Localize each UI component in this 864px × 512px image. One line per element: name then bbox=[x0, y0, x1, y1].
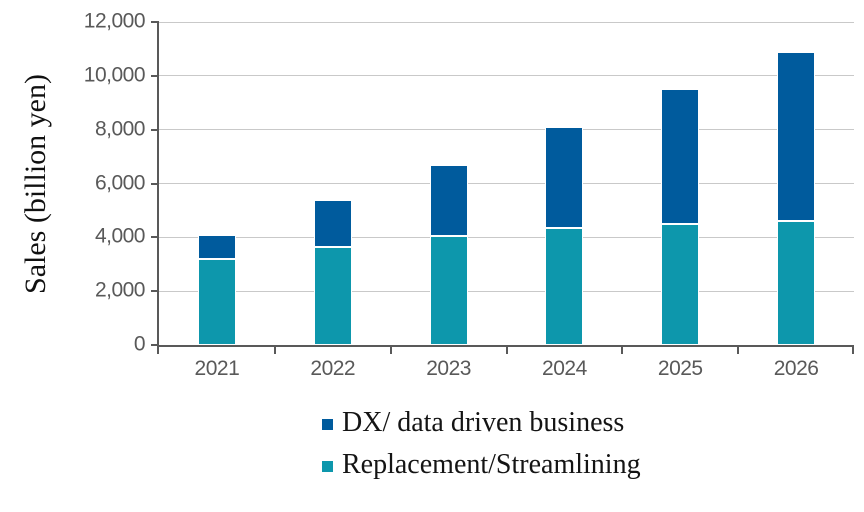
gridline bbox=[159, 290, 854, 292]
y-tick-label: 0 bbox=[133, 332, 146, 356]
y-tick-mark bbox=[151, 236, 159, 239]
x-tick-label: 2025 bbox=[657, 357, 703, 380]
legend-swatch-icon bbox=[322, 460, 333, 472]
bar-segment-replacement-streamlining bbox=[429, 236, 468, 345]
x-tick-mark bbox=[157, 347, 159, 354]
gridline bbox=[159, 75, 854, 77]
gridline bbox=[159, 183, 854, 184]
legend: DX/ data driven business Replacement/Stre… bbox=[322, 407, 641, 481]
y-tick-mark bbox=[151, 182, 159, 185]
bar-segment-dx-data-driven-business bbox=[661, 89, 700, 224]
y-tick-mark bbox=[151, 344, 159, 346]
legend-label: Replacement/Streamlining bbox=[342, 448, 641, 480]
y-tick-label: 2,000 bbox=[94, 278, 146, 302]
y-tick-mark bbox=[151, 290, 159, 293]
y-tick-mark bbox=[151, 128, 159, 131]
y-tick-label: 12,000 bbox=[83, 9, 146, 33]
y-tick-label: 8,000 bbox=[94, 117, 146, 141]
x-tick-mark bbox=[852, 347, 854, 354]
x-tick-label: 2021 bbox=[194, 357, 240, 380]
y-tick-label: 4,000 bbox=[94, 224, 146, 248]
gridline bbox=[159, 129, 854, 131]
bar-segment-dx-data-driven-business bbox=[777, 51, 816, 222]
bar-segment-dx-data-driven-business bbox=[429, 164, 468, 236]
bar-segment-replacement-streamlining bbox=[197, 258, 236, 345]
x-tick-mark bbox=[389, 347, 392, 354]
bar-segment-dx-data-driven-business bbox=[197, 234, 236, 259]
x-tick-label: 2026 bbox=[773, 357, 819, 380]
gridline bbox=[159, 236, 854, 238]
legend-label: DX/ data driven business bbox=[342, 407, 625, 438]
x-tick-label: 2023 bbox=[426, 357, 471, 380]
bar-segment-replacement-streamlining bbox=[777, 221, 816, 345]
x-tick-mark bbox=[621, 347, 624, 354]
bar-segment-replacement-streamlining bbox=[545, 227, 584, 345]
y-tick-label: 10,000 bbox=[83, 63, 146, 87]
x-tick-mark bbox=[737, 347, 740, 354]
x-tick-label: 2022 bbox=[310, 357, 356, 380]
bar-segment-replacement-streamlining bbox=[661, 223, 700, 345]
y-axis-title: Sales (billion yen) bbox=[19, 74, 52, 294]
y-tick-label: 6,000 bbox=[94, 171, 146, 195]
x-tick-mark bbox=[505, 347, 508, 354]
bar-segment-dx-data-driven-business bbox=[545, 126, 584, 228]
gridline bbox=[159, 21, 854, 23]
x-tick-label: 2024 bbox=[542, 357, 587, 380]
x-tick-mark bbox=[273, 347, 276, 354]
plot-area: 0 2,000 4,000 6,000 8,000 10,000 12,000 2021 202… bbox=[84, 10, 854, 380]
bar-segment-replacement-streamlining bbox=[313, 246, 352, 345]
legend-item: Replacement/Streamlining bbox=[322, 448, 641, 481]
y-tick-mark bbox=[151, 21, 159, 23]
legend-swatch-icon bbox=[322, 418, 333, 430]
legend-item: DX/ data driven business bbox=[322, 407, 641, 439]
y-tick-mark bbox=[151, 74, 159, 77]
bar-segment-dx-data-driven-business bbox=[313, 199, 352, 247]
